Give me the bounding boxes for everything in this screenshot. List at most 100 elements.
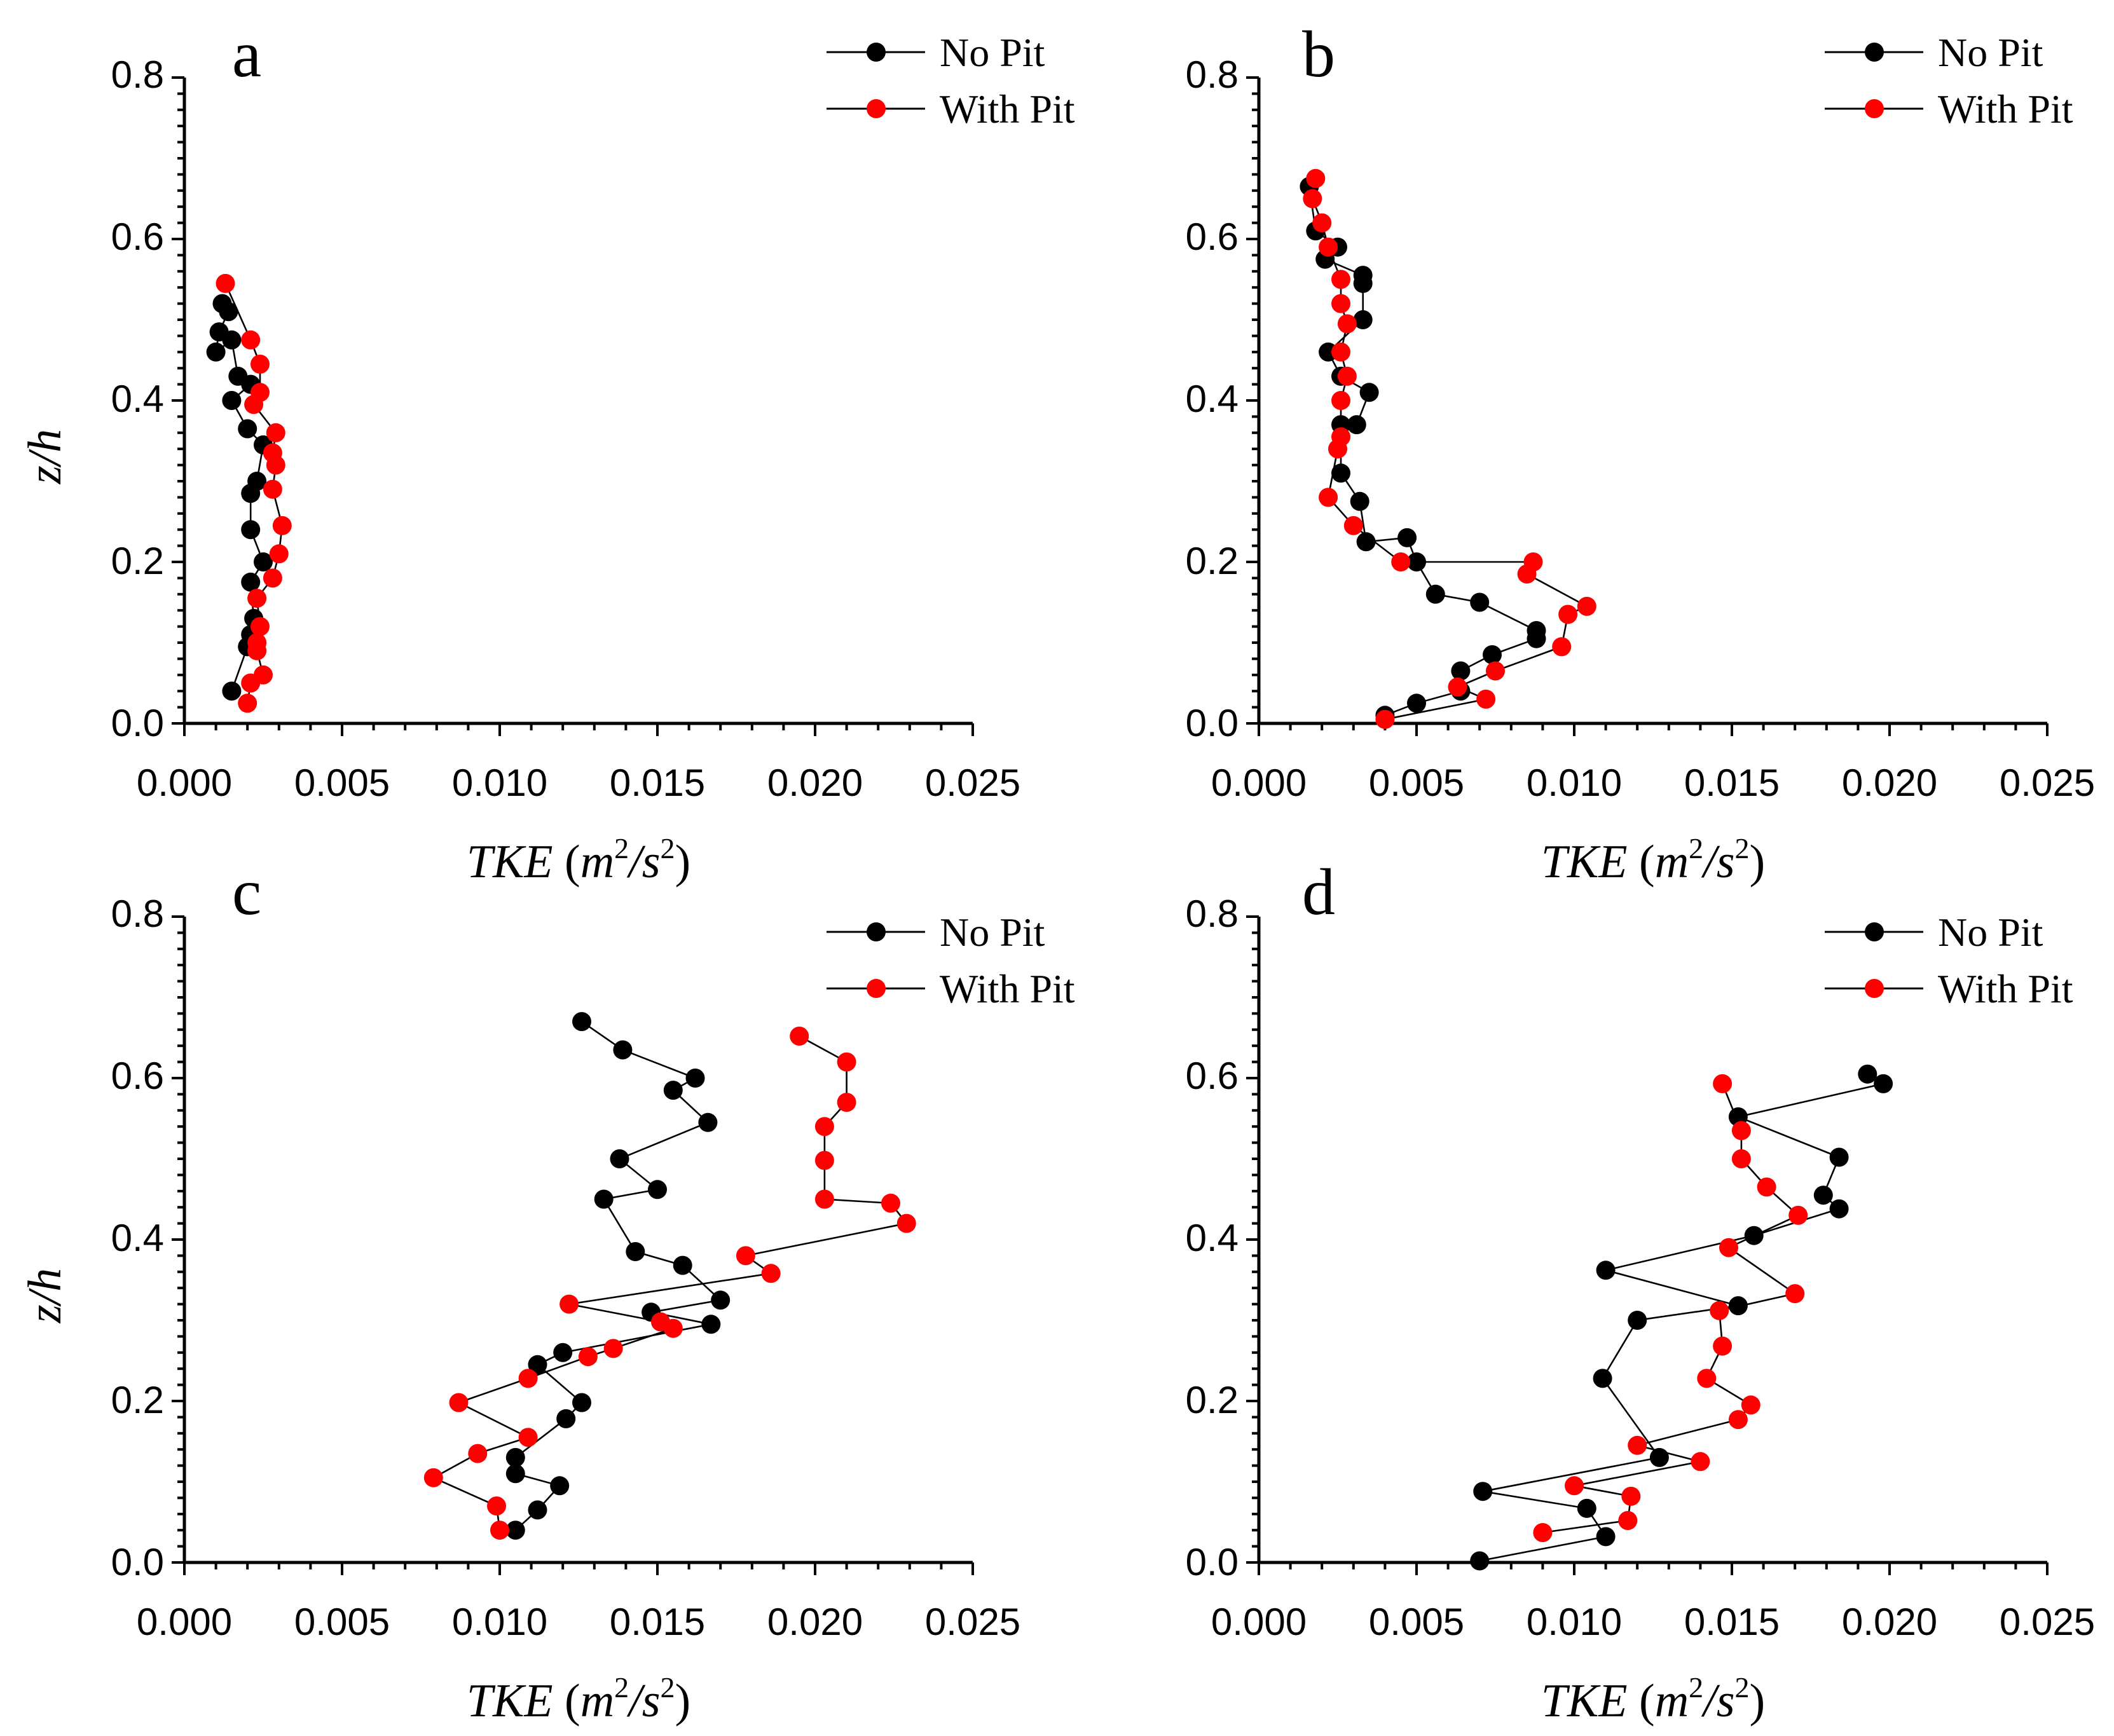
data-point-no-pit	[610, 1149, 629, 1168]
data-point-with-pit	[578, 1347, 598, 1367]
data-point-no-pit	[1829, 1199, 1849, 1219]
legend-no-pit-label: No Pit	[1938, 30, 2043, 75]
data-point-with-pit	[1713, 1336, 1733, 1356]
data-point-no-pit	[1483, 645, 1502, 664]
x-tick-label: 0.025	[925, 1601, 1020, 1643]
data-point-with-pit	[247, 633, 267, 652]
legend-no-pit-marker	[867, 922, 886, 941]
y-tick-label: 0.4	[1186, 378, 1239, 420]
data-point-with-pit	[254, 665, 273, 685]
panel-label-c: c	[232, 856, 261, 929]
data-point-with-pit	[1391, 552, 1411, 571]
data-point-no-pit	[1628, 1311, 1647, 1330]
data-point-with-pit	[1713, 1074, 1733, 1093]
data-point-with-pit	[423, 1468, 443, 1487]
data-point-with-pit	[1476, 689, 1496, 709]
data-point-with-pit	[1337, 314, 1357, 334]
series-line-with-pit	[431, 1035, 909, 1531]
legend-with-pit-label: With Pit	[940, 966, 1075, 1011]
data-point-no-pit	[1353, 266, 1373, 285]
legend-with-pit-label: With Pit	[1938, 966, 2073, 1011]
data-point-with-pit	[449, 1393, 469, 1412]
data-point-no-pit	[1829, 1147, 1849, 1167]
x-tick-label: 0.025	[2000, 762, 2095, 804]
data-point-no-pit	[1353, 310, 1373, 329]
panel-b: b No Pit With Pit 0.000 0.005 0.010 0.01…	[1186, 18, 2096, 888]
data-point-no-pit	[626, 1242, 645, 1261]
data-point-with-pit	[251, 383, 270, 402]
data-point-no-pit	[222, 391, 242, 410]
data-point-with-pit	[881, 1193, 900, 1213]
data-point-with-pit	[263, 568, 282, 588]
data-point-no-pit	[254, 552, 273, 571]
data-point-no-pit	[1407, 694, 1426, 713]
x-tick-labels-c: 0.000 0.005 0.010 0.015 0.020 0.025	[137, 1601, 1020, 1643]
data-point-no-pit	[648, 1180, 667, 1199]
y-tick-labels-d: 0.0 0.2 0.4 0.6 0.8	[1186, 892, 1239, 1583]
x-tick-label: 0.015	[610, 1601, 705, 1643]
data-point-with-pit	[1577, 596, 1596, 616]
y-tick-label: 0.4	[1186, 1217, 1239, 1259]
panel-label-d: d	[1302, 856, 1335, 929]
data-point-with-pit	[790, 1027, 809, 1046]
data-point-with-pit	[1628, 1435, 1647, 1455]
data-point-with-pit	[814, 1151, 834, 1170]
data-point-no-pit	[247, 472, 267, 491]
data-point-no-pit	[1470, 592, 1490, 612]
y-tick-labels-b: 0.0 0.2 0.4 0.6 0.8	[1186, 53, 1239, 744]
x-tick-label: 0.000	[1211, 762, 1307, 804]
data-point-with-pit	[896, 1213, 916, 1233]
data-point-with-pit	[1728, 1410, 1748, 1430]
data-point-no-pit	[1858, 1064, 1877, 1084]
data-point-no-pit	[505, 1521, 525, 1540]
data-point-with-pit	[1719, 1238, 1738, 1257]
panel-label-b: b	[1302, 18, 1335, 91]
x-tick-label: 0.010	[1527, 762, 1622, 804]
y-tick-label: 0.0	[1186, 702, 1239, 744]
data-point-no-pit	[1596, 1261, 1616, 1280]
data-point-with-pit	[518, 1369, 538, 1388]
y-tick-label: 0.6	[1186, 1055, 1239, 1097]
data-point-with-pit	[814, 1189, 834, 1209]
y-tick-label: 0.8	[111, 53, 164, 96]
x-tick-label: 0.020	[1842, 1601, 1937, 1643]
y-tick-label: 0.0	[1186, 1541, 1239, 1583]
data-point-no-pit	[1347, 415, 1366, 435]
x-tick-label: 0.010	[452, 762, 547, 804]
x-tick-label: 0.015	[1684, 762, 1780, 804]
legend-no-pit-label: No Pit	[1938, 910, 2043, 955]
data-point-no-pit	[1451, 661, 1471, 681]
data-point-no-pit	[572, 1393, 591, 1412]
data-point-with-pit	[1691, 1452, 1710, 1472]
panel-label-a: a	[232, 18, 261, 91]
data-point-with-pit	[1343, 516, 1363, 535]
data-point-with-pit	[251, 354, 270, 374]
data-point-with-pit	[1757, 1177, 1776, 1197]
data-point-no-pit	[685, 1069, 705, 1088]
data-point-with-pit	[651, 1312, 670, 1332]
data-point-with-pit	[1448, 677, 1467, 697]
x-tick-label: 0.020	[767, 1601, 863, 1643]
data-point-no-pit	[1407, 552, 1426, 571]
y-tick-label: 0.8	[1186, 892, 1239, 935]
legend-with-pit-marker	[1865, 99, 1884, 118]
y-tick-label: 0.4	[111, 1217, 164, 1259]
data-point-no-pit	[613, 1040, 633, 1060]
data-point-no-pit	[1813, 1186, 1833, 1205]
x-tick-labels-d: 0.000 0.005 0.010 0.015 0.020 0.025	[1211, 1601, 2095, 1643]
data-point-no-pit	[1397, 528, 1417, 547]
data-point-no-pit	[1473, 1482, 1493, 1501]
legend-no-pit-label: No Pit	[940, 30, 1045, 75]
data-point-no-pit	[673, 1255, 692, 1275]
data-point-with-pit	[216, 273, 235, 293]
y-tick-labels-a: 0.0 0.2 0.4 0.6 0.8	[111, 53, 164, 744]
data-point-no-pit	[212, 294, 232, 313]
data-point-with-pit	[1303, 189, 1322, 208]
data-point-with-pit	[761, 1264, 781, 1283]
data-point-no-pit	[241, 520, 261, 540]
y-tick-label: 0.4	[111, 378, 164, 420]
data-point-no-pit	[1593, 1369, 1612, 1388]
data-point-with-pit	[241, 330, 261, 350]
data-point-no-pit	[1527, 621, 1546, 640]
y-tick-label: 0.2	[1186, 540, 1239, 582]
